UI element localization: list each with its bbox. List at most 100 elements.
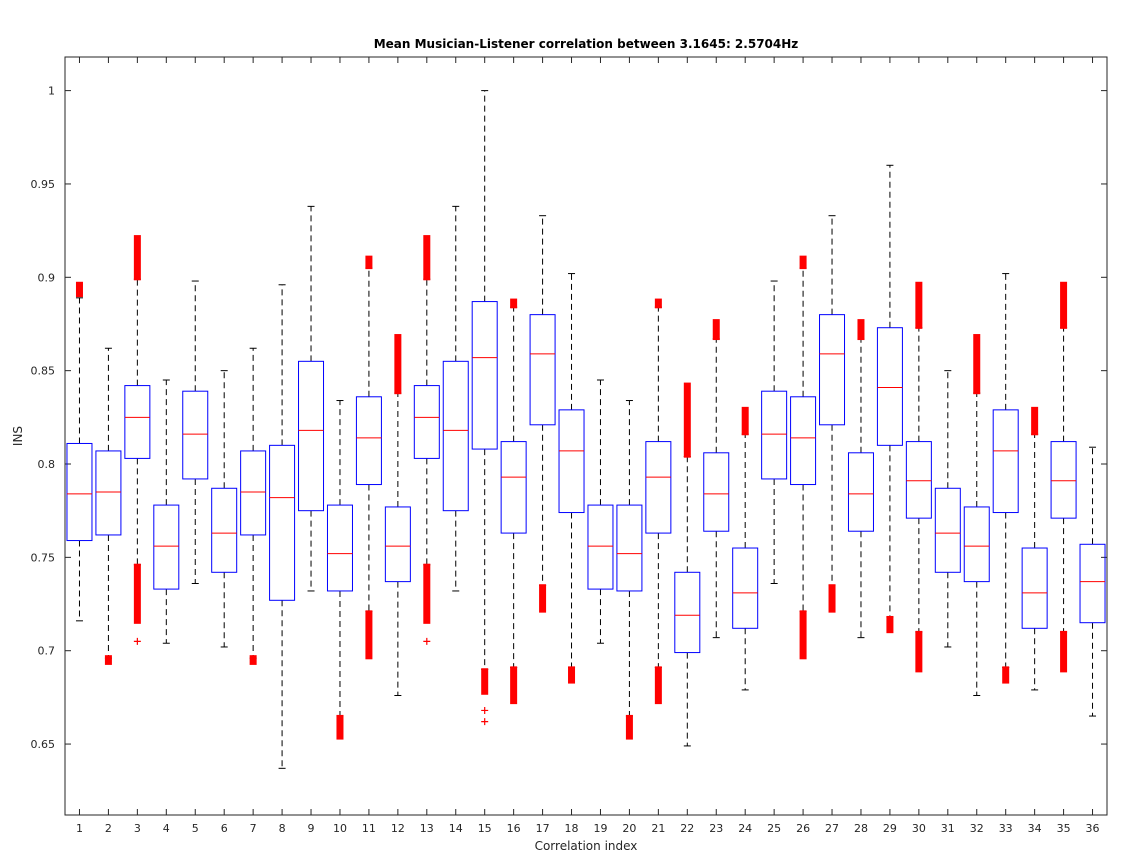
box-35 xyxy=(1050,281,1077,673)
box-5 xyxy=(182,280,209,584)
outlier-cluster xyxy=(915,281,923,329)
x-tick-label: 1 xyxy=(76,822,83,835)
box-body xyxy=(934,487,961,573)
outlier-cluster xyxy=(654,666,662,705)
box-18 xyxy=(558,273,585,684)
outlier-cluster xyxy=(683,382,691,458)
y-axis-label: INS xyxy=(11,426,25,446)
x-tick-label: 18 xyxy=(565,822,579,835)
outlier-cluster xyxy=(625,714,633,740)
x-tick-label: 24 xyxy=(738,822,752,835)
outlier-cluster xyxy=(886,615,894,634)
box-body xyxy=(153,504,180,590)
box-body xyxy=(95,450,122,536)
outlier-cluster xyxy=(799,255,807,270)
box-22 xyxy=(674,382,701,747)
outlier-cluster xyxy=(104,655,112,665)
x-tick-label: 13 xyxy=(420,822,434,835)
x-tick-label: 23 xyxy=(709,822,723,835)
outlier-cluster xyxy=(915,630,923,673)
x-tick-label: 29 xyxy=(883,822,897,835)
box-24 xyxy=(732,406,759,691)
outlier-cluster xyxy=(365,255,373,270)
box-body xyxy=(847,452,874,532)
x-tick-label: 4 xyxy=(163,822,170,835)
outlier-cluster xyxy=(510,666,518,705)
y-tick-label: 0.8 xyxy=(38,458,56,471)
outlier-marker xyxy=(133,637,141,645)
outlier-cluster xyxy=(249,655,257,665)
x-tick-label: 19 xyxy=(593,822,607,835)
outlier-cluster xyxy=(712,319,720,341)
x-tick-label: 10 xyxy=(333,822,347,835)
box-body xyxy=(66,442,93,542)
outlier-cluster xyxy=(568,666,576,684)
box-body xyxy=(211,487,238,573)
box-31 xyxy=(934,370,961,648)
outlier-cluster xyxy=(741,406,749,436)
outlier-cluster xyxy=(857,319,865,341)
box-body xyxy=(1079,543,1106,624)
box-body xyxy=(703,452,730,532)
outlier-cluster xyxy=(394,334,402,395)
x-tick-label: 14 xyxy=(449,822,463,835)
y-tick-label: 0.95 xyxy=(31,178,56,191)
box-8 xyxy=(269,284,296,769)
axes-frame xyxy=(64,56,1108,816)
box-body xyxy=(587,504,614,590)
outlier-cluster xyxy=(481,668,489,695)
box-body xyxy=(124,385,151,459)
box-body xyxy=(616,504,643,592)
box-body xyxy=(471,301,498,450)
outlier-cluster xyxy=(654,298,662,309)
outlier-marker xyxy=(481,718,489,726)
box-body xyxy=(558,409,585,514)
box-body xyxy=(413,385,440,459)
box-body xyxy=(500,441,527,534)
box-9 xyxy=(298,205,325,592)
x-tick-label: 12 xyxy=(391,822,405,835)
x-tick-label: 9 xyxy=(308,822,315,835)
box-6 xyxy=(211,370,238,648)
box-body xyxy=(761,390,788,480)
box-10 xyxy=(326,400,353,740)
box-32 xyxy=(963,334,990,697)
x-tick-label: 3 xyxy=(134,822,141,835)
outlier-cluster xyxy=(365,610,373,660)
box-body xyxy=(1050,441,1077,519)
x-tick-label: 30 xyxy=(912,822,926,835)
outlier-cluster xyxy=(1060,630,1068,673)
outlier-cluster xyxy=(133,563,141,624)
x-tick-label: 8 xyxy=(279,822,286,835)
x-tick-label: 15 xyxy=(478,822,492,835)
outlier-cluster xyxy=(423,563,431,624)
x-tick-label: 36 xyxy=(1086,822,1100,835)
outlier-cluster xyxy=(1060,281,1068,329)
box-body xyxy=(645,441,672,534)
y-tick-label: 0.9 xyxy=(38,271,56,284)
outlier-cluster xyxy=(423,235,431,281)
box-body xyxy=(1021,547,1048,629)
y-tick-label: 0.7 xyxy=(38,645,56,658)
box-12 xyxy=(384,334,411,697)
box-11 xyxy=(355,255,382,660)
box-body xyxy=(790,396,817,486)
box-23 xyxy=(703,319,730,639)
x-tick-label: 27 xyxy=(825,822,839,835)
box-body xyxy=(355,396,382,486)
outlier-marker xyxy=(423,637,431,645)
box-20 xyxy=(616,400,643,740)
outlier-cluster xyxy=(973,334,981,395)
box-body xyxy=(182,390,209,480)
outlier-cluster xyxy=(828,584,836,613)
x-tick-label: 2 xyxy=(105,822,112,835)
outlier-marker xyxy=(481,706,489,714)
box-body xyxy=(442,360,469,512)
y-tick-label: 0.75 xyxy=(31,551,56,564)
x-tick-label: 25 xyxy=(767,822,781,835)
box-34 xyxy=(1021,406,1048,691)
box-7 xyxy=(240,347,267,665)
